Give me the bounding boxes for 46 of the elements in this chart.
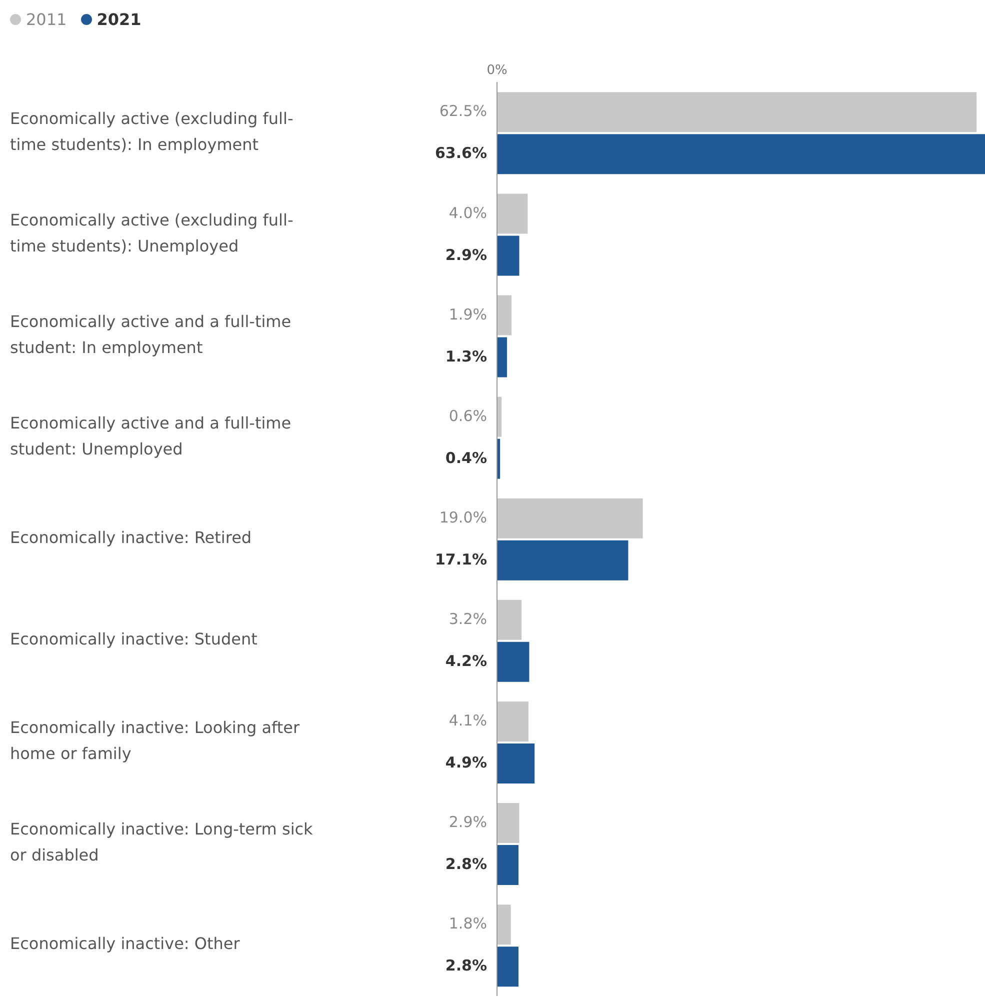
bar xyxy=(497,236,520,276)
data-label: 63.6% xyxy=(434,144,487,162)
data-label: 4.1% xyxy=(448,712,487,730)
data-label: 2.9% xyxy=(445,246,487,264)
bar xyxy=(497,701,528,742)
data-label: 0.4% xyxy=(445,448,487,467)
legend-label: 2021 xyxy=(96,10,142,29)
bar xyxy=(497,743,535,784)
y-tick-label: Economically active (excluding full-time students): Unemployed xyxy=(10,210,294,256)
y-tick-label: Economically inactive: Retired xyxy=(10,528,252,548)
data-label: 4.0% xyxy=(448,204,487,222)
bar xyxy=(497,904,511,945)
data-label: 62.5% xyxy=(439,102,487,120)
data-label: 3.2% xyxy=(448,610,487,628)
data-label: 0.6% xyxy=(448,406,487,425)
data-label: 2.9% xyxy=(448,813,487,832)
bar xyxy=(497,92,977,132)
text: 0% xyxy=(486,63,508,78)
data-label: 4.9% xyxy=(445,754,487,772)
bar xyxy=(497,194,528,234)
y-tick-label: Economically active and a full-time student: In employment xyxy=(10,312,292,358)
data-label: 2.8% xyxy=(445,855,487,874)
bar xyxy=(497,845,518,886)
y-tick-label: Economically inactive: Other xyxy=(10,934,240,954)
data-label: 17.1% xyxy=(434,550,487,568)
bar xyxy=(497,600,522,640)
bar xyxy=(497,337,507,378)
data-label: 4.2% xyxy=(445,652,487,670)
y-tick-label: Economically inactive: Looking after home or family xyxy=(10,718,300,764)
data-label: 2.8% xyxy=(445,956,487,975)
data-label: 19.0% xyxy=(439,508,487,526)
y-tick-label: Economically inactive: Student xyxy=(10,630,258,649)
bar xyxy=(497,642,530,682)
legend-label: 2011 xyxy=(25,10,67,29)
bar xyxy=(497,498,643,538)
data-label: 1.8% xyxy=(448,914,487,933)
bar xyxy=(497,134,985,174)
y-tick-label: Economically active (excluding full-time students): In employment xyxy=(10,109,294,154)
y-tick-label: Economically active and a full-time student: Unemployed xyxy=(10,414,292,459)
bar xyxy=(497,946,518,987)
data-label: 1.3% xyxy=(445,347,487,366)
bar xyxy=(497,803,520,844)
y-tick-label: Economically inactive: Long-term sick or disabled xyxy=(10,820,314,866)
bar xyxy=(497,295,512,336)
bar xyxy=(497,540,628,580)
data-label: 1.9% xyxy=(448,305,487,324)
